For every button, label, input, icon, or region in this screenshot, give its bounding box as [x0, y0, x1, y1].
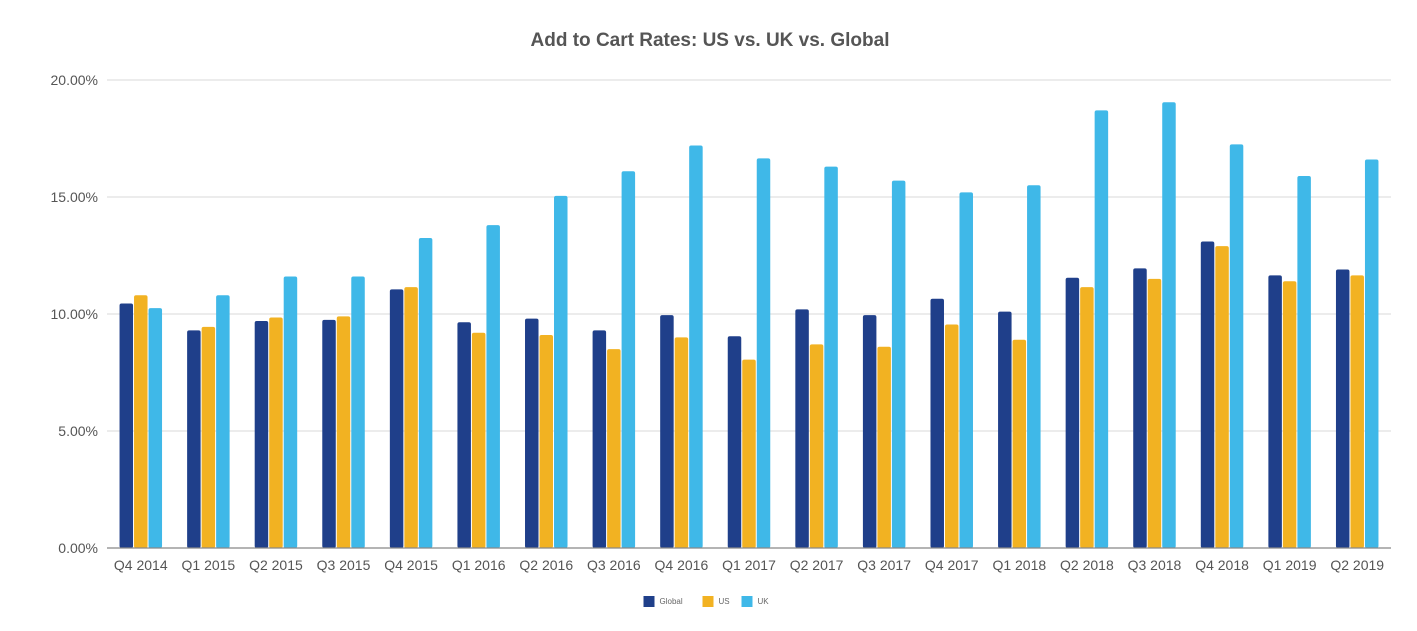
bar-uk-q2-2015	[283, 276, 298, 548]
bar-uk-q2-2017	[824, 166, 838, 548]
x-tick-label: Q4 2014	[114, 557, 168, 573]
bar-global-q4-2018	[1200, 241, 1215, 548]
bar-uk-q3-2018	[1162, 102, 1176, 548]
x-tick-label: Q1 2017	[722, 557, 776, 573]
legend-label-global: Global	[660, 597, 683, 606]
x-tick-label: Q3 2017	[857, 557, 911, 573]
bar-uk-q1-2015	[216, 295, 230, 548]
legend-swatch-global	[643, 596, 655, 607]
x-tick-label: Q2 2016	[519, 557, 573, 573]
y-tick-label: 15.00%	[51, 189, 98, 205]
bar-us-q1-2018	[1012, 339, 1027, 548]
bar-global-q1-2018	[998, 311, 1012, 548]
bar-global-q2-2018	[1065, 277, 1080, 548]
bar-uk-q1-2018	[1027, 185, 1041, 549]
x-tick-label: Q4 2017	[925, 557, 979, 573]
x-tick-label: Q2 2019	[1330, 557, 1384, 573]
bar-uk-q4-2015	[418, 237, 433, 548]
bar-global-q3-2017	[862, 315, 877, 548]
bar-us-q2-2017	[809, 344, 824, 548]
y-tick-label: 10.00%	[51, 306, 98, 322]
bar-us-q1-2019	[1282, 281, 1297, 548]
legend-swatch-us	[702, 596, 714, 607]
bar-uk-q3-2016	[621, 171, 636, 548]
bar-us-q1-2017	[742, 359, 756, 548]
bar-global-q1-2016	[457, 322, 471, 548]
bar-global-q4-2014	[119, 303, 134, 548]
bar-global-q4-2017	[930, 298, 944, 548]
x-tick-label: Q1 2016	[452, 557, 506, 573]
bar-uk-q3-2015	[351, 276, 365, 548]
x-tick-label: Q1 2018	[992, 557, 1046, 573]
bar-uk-q4-2014	[148, 308, 163, 548]
bar-us-q3-2017	[877, 346, 891, 548]
legend-label-us: US	[719, 597, 730, 606]
legend: Global US UK	[643, 596, 770, 607]
x-tick-label: Q1 2019	[1263, 557, 1317, 573]
bar-global-q1-2015	[187, 330, 201, 548]
y-tick-label: 20.00%	[51, 72, 98, 88]
x-tick-label: Q1 2015	[182, 557, 236, 573]
bar-uk-q2-2018	[1094, 110, 1109, 549]
bar-uk-q1-2017	[756, 158, 771, 548]
bar-uk-q4-2017	[959, 192, 973, 548]
legend-label-uk: UK	[758, 597, 770, 606]
bar-us-q1-2016	[471, 332, 486, 548]
bar-global-q3-2015	[322, 319, 336, 548]
x-tick-label: Q4 2016	[655, 557, 709, 573]
bar-global-q2-2016	[525, 318, 539, 548]
x-tick-label: Q4 2018	[1195, 557, 1249, 573]
y-tick-label: 0.00%	[58, 540, 98, 556]
bar-us-q3-2018	[1147, 278, 1162, 548]
bar-uk-q3-2017	[891, 180, 906, 548]
bar-us-q4-2014	[134, 295, 148, 548]
legend-swatch-uk	[741, 596, 753, 607]
chart-title: Add to Cart Rates: US vs. UK vs. Global	[531, 30, 890, 51]
x-tick-label: Q3 2016	[587, 557, 641, 573]
x-tick-label: Q3 2018	[1128, 557, 1182, 573]
bar-us-q1-2015	[201, 326, 216, 548]
bar-us-q2-2016	[539, 335, 554, 548]
bar-uk-q4-2018	[1229, 144, 1244, 548]
x-tick-label: Q2 2018	[1060, 557, 1114, 573]
bars	[119, 102, 1379, 549]
bar-global-q2-2015	[254, 321, 269, 548]
bar-global-q4-2016	[660, 315, 674, 548]
bar-uk-q1-2016	[486, 225, 500, 548]
bar-us-q3-2015	[336, 316, 351, 548]
bar-global-q1-2019	[1268, 275, 1282, 548]
bar-global-q2-2019	[1335, 269, 1350, 548]
bar-us-q2-2018	[1080, 287, 1094, 548]
bar-global-q2-2017	[795, 309, 809, 548]
bar-global-q4-2015	[389, 289, 404, 548]
bar-us-q3-2016	[607, 349, 621, 548]
bar-global-q3-2018	[1133, 268, 1147, 548]
bar-us-q2-2015	[269, 317, 283, 548]
bar-us-q2-2019	[1350, 275, 1364, 548]
x-tick-label: Q3 2015	[317, 557, 371, 573]
x-tick-label: Q2 2017	[790, 557, 844, 573]
bar-uk-q2-2016	[554, 195, 568, 548]
bar-global-q1-2017	[727, 336, 742, 548]
bar-us-q4-2015	[404, 287, 418, 548]
y-axis-ticks: 0.00% 5.00% 10.00% 15.00% 20.00%	[51, 72, 98, 556]
bar-uk-q4-2016	[689, 145, 703, 548]
x-axis-ticks: Q4 2014 Q1 2015 Q2 2015 Q3 2015 Q4 2015 Q1 20…	[114, 557, 1384, 573]
x-tick-label: Q4 2015	[384, 557, 438, 573]
bar-uk-q1-2019	[1297, 175, 1311, 548]
bar-us-q4-2016	[674, 337, 689, 548]
bar-uk-q2-2019	[1364, 159, 1379, 548]
bar-us-q4-2017	[944, 324, 959, 548]
x-tick-label: Q2 2015	[249, 557, 303, 573]
bar-global-q3-2016	[592, 330, 607, 548]
y-tick-label: 5.00%	[58, 423, 98, 439]
bar-us-q4-2018	[1215, 246, 1229, 548]
